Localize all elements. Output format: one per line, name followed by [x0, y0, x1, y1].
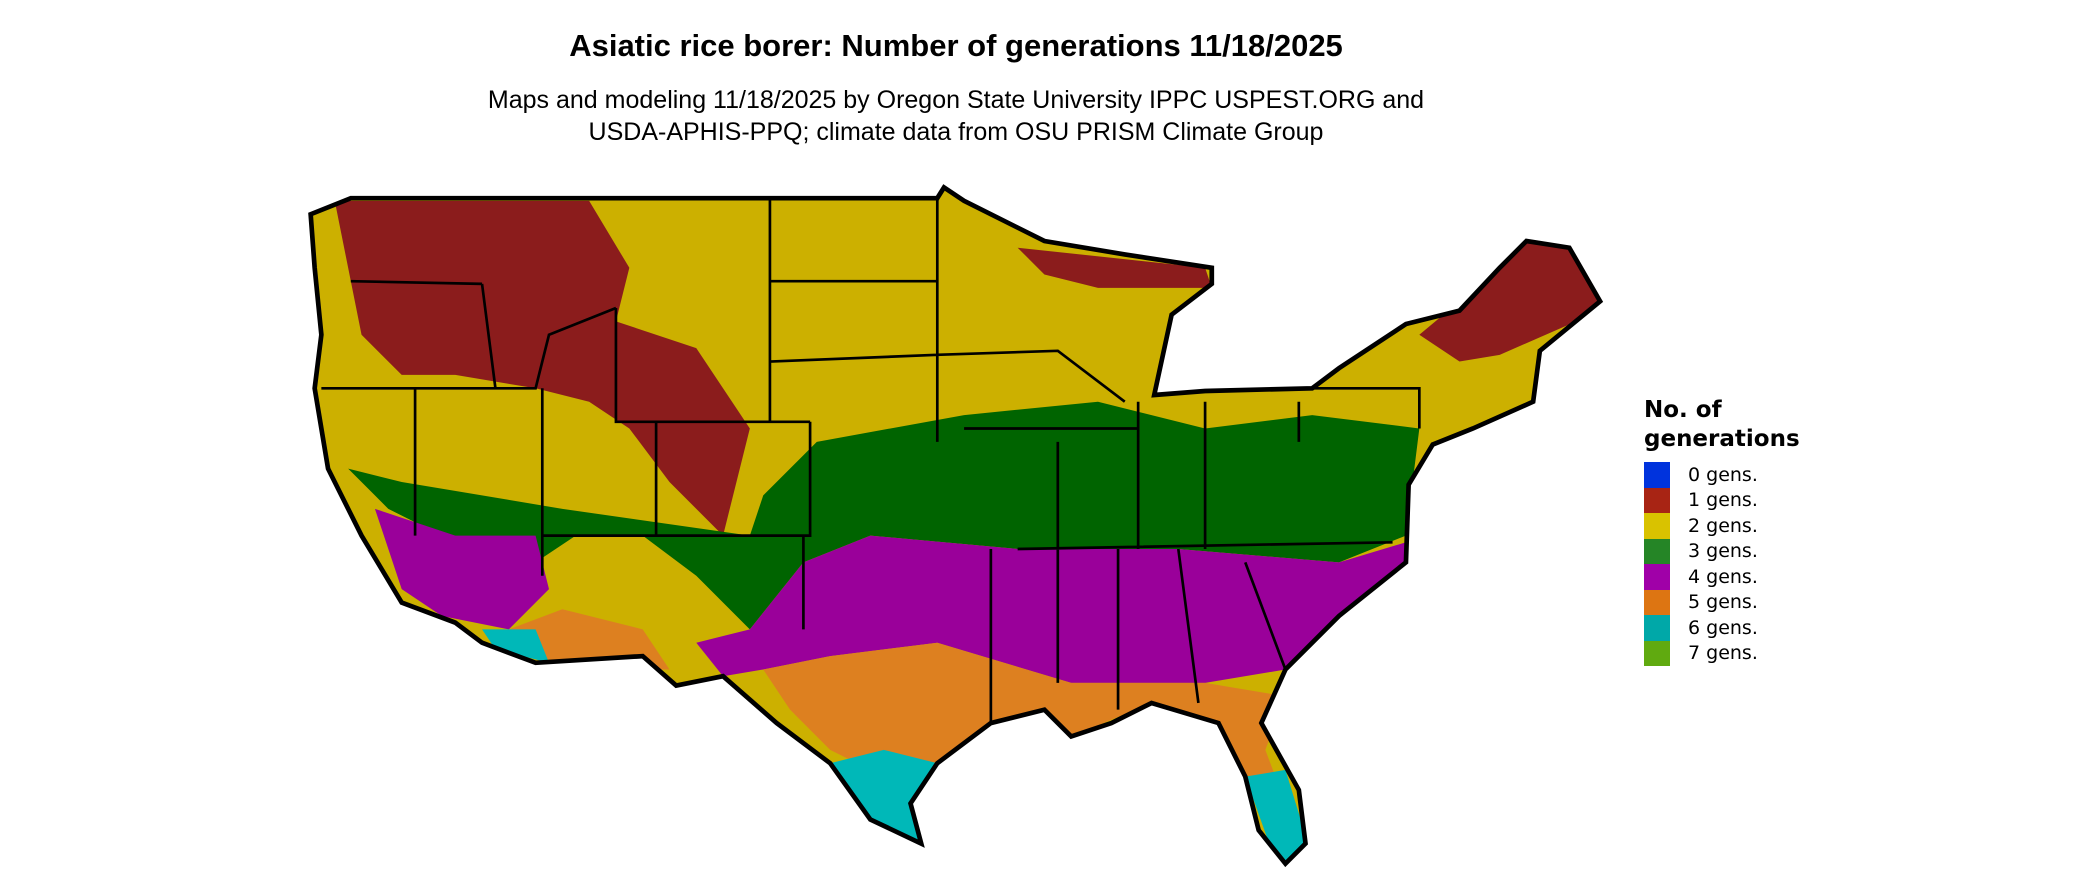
legend-label: 5 gens. — [1688, 591, 1758, 614]
region-4-gens-southwest — [374, 508, 549, 630]
region-1-gens-west — [334, 200, 750, 536]
legend-swatch — [1644, 513, 1670, 539]
region-6-gens-florida — [1245, 769, 1313, 864]
legend-item: 4 gens. — [1644, 564, 1800, 590]
legend: No. of generations 0 gens. 1 gens. 2 gens.… — [1644, 396, 1800, 666]
legend-item: 3 gens. — [1644, 538, 1800, 564]
legend-swatch — [1644, 589, 1670, 615]
legend-label: 2 gens. — [1688, 514, 1758, 537]
legend-label: 4 gens. — [1688, 565, 1758, 588]
map-title: Asiatic rice borer: Number of generation… — [569, 28, 1343, 63]
region-4-gens — [696, 535, 1406, 683]
legend-swatch — [1644, 487, 1670, 513]
state-borders — [321, 198, 1421, 724]
region-1-gens-superior — [1017, 247, 1212, 288]
region-5-gens-arizona — [508, 609, 670, 670]
region-1-gens-northeast — [1419, 238, 1601, 362]
region-6-gens-baja — [482, 629, 549, 663]
legend-label: 3 gens. — [1688, 540, 1758, 563]
legend-title: No. of generations — [1644, 396, 1800, 454]
legend-swatch — [1644, 564, 1670, 590]
legend-item: 0 gens. — [1644, 462, 1800, 488]
legend-title-line-1: No. of — [1644, 397, 1722, 423]
map-subtitle: Maps and modeling 11/18/2025 by Oregon S… — [0, 84, 1912, 148]
legend-label: 6 gens. — [1688, 616, 1758, 639]
legend-swatch — [1644, 615, 1670, 641]
subtitle-line-1: Maps and modeling 11/18/2025 by Oregon S… — [487, 86, 1425, 114]
legend-item: 1 gens. — [1644, 487, 1800, 513]
legend-swatch — [1644, 538, 1670, 564]
legend-item: 6 gens. — [1644, 615, 1800, 641]
legend-swatch — [1644, 462, 1670, 488]
legend-item: 5 gens. — [1644, 589, 1800, 615]
legend-label: 1 gens. — [1688, 489, 1758, 512]
legend-swatch — [1644, 640, 1670, 666]
region-6-gens-texas — [830, 749, 938, 844]
legend-label: 0 gens. — [1688, 463, 1758, 486]
legend-items: 0 gens. 1 gens. 2 gens. 3 gens. 4 gens. 5 gen… — [1644, 462, 1800, 666]
region-3-gens — [348, 401, 1420, 630]
subtitle-line-2: USDA-APHIS-PPQ; climate data from OSU PR… — [588, 118, 1324, 146]
legend-label: 7 gens. — [1688, 642, 1758, 665]
legend-item: 2 gens. — [1644, 513, 1800, 539]
legend-item: 7 gens. — [1644, 640, 1800, 666]
legend-title-line-2: generations — [1644, 426, 1800, 452]
